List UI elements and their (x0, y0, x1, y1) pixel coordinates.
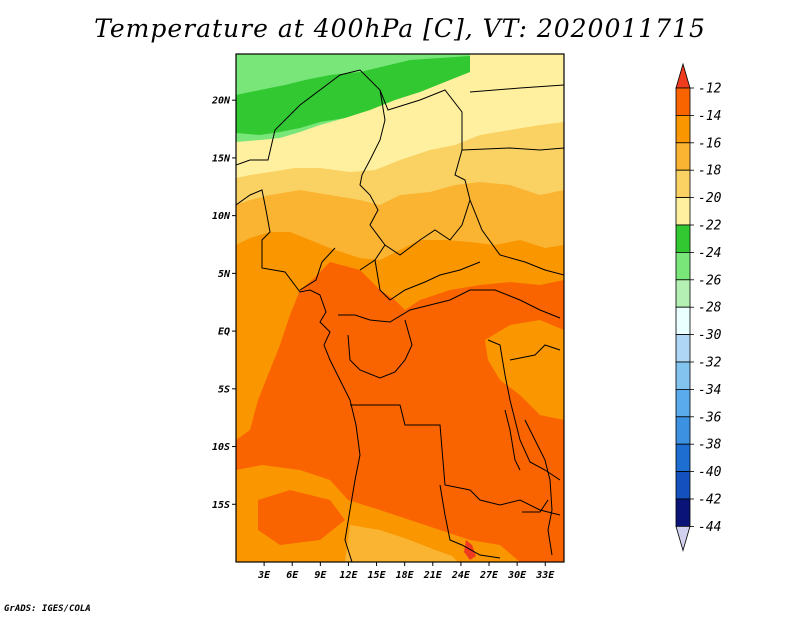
longitude-axis: 3E 6E 9E 12E 15E 18E 21E 24E 27E 30E 33E (257, 562, 555, 581)
colorbar-swatch (675, 142, 691, 171)
colorbar-label: -36 (698, 410, 722, 425)
colorbar-swatch (675, 361, 691, 390)
lon-tick-label: 6E (286, 570, 299, 581)
lat-tick-label: 5N (218, 269, 231, 280)
colorbar-label: -42 (698, 493, 722, 508)
colorbar-swatch (675, 306, 691, 336)
temperature-field (236, 54, 564, 562)
colorbar-swatch (675, 197, 691, 226)
colorbar-label: -38 (698, 438, 722, 453)
colorbar: -12 -14 -16 -18 -20 -22 -24 -26 -28 -30 -32 -34 -36 -… (675, 62, 722, 552)
lon-tick-label: 15E (368, 570, 387, 581)
lon-tick-label: 18E (396, 570, 415, 581)
colorbar-swatch (675, 443, 691, 473)
lon-tick-label: 21E (423, 570, 443, 581)
lat-tick-label: 15N (212, 153, 231, 164)
lon-tick-label: 33E (535, 570, 555, 581)
colorbar-label: -20 (698, 191, 722, 206)
lat-tick-label: 10S (212, 442, 230, 453)
lon-tick-label: 12E (339, 570, 358, 581)
colorbar-bottom-arrow (675, 526, 691, 552)
colorbar-label: -22 (698, 219, 722, 234)
zone-minus18-south (345, 525, 458, 562)
country-borders (236, 69, 564, 562)
colorbar-swatch (675, 87, 691, 116)
colorbar-label: -44 (698, 520, 721, 535)
colorbar-label: -24 (698, 246, 721, 261)
zone-minus16-east (485, 320, 564, 420)
colorbar-swatch (675, 279, 691, 308)
colorbar-label: -30 (698, 328, 722, 343)
colorbar-swatch (675, 471, 691, 500)
colorbar-label: -32 (698, 356, 722, 371)
lon-tick-label: 3E (257, 570, 271, 581)
lon-tick-label: 24E (451, 570, 471, 581)
chart-title: Temperature at 400hPa [C], VT: 202001171… (94, 14, 706, 43)
colorbar-swatch (675, 416, 691, 445)
colorbar-label: -26 (698, 273, 722, 288)
lat-tick-label: 10N (212, 211, 231, 222)
lat-tick-label: 15S (212, 500, 230, 511)
colorbar-label: -18 (698, 164, 722, 179)
lon-tick-label: 30E (507, 570, 527, 581)
colorbar-label: -28 (698, 301, 722, 316)
map-frame (235, 53, 565, 563)
colorbar-label: -12 (698, 82, 722, 97)
lon-tick-label: 27E (479, 570, 499, 581)
latitude-axis: 20N 15N 10N 5N EQ 5S 10S 15S (211, 96, 236, 511)
colorbar-swatch (675, 169, 691, 198)
lat-tick-label: EQ (218, 327, 230, 338)
colorbar-label: -34 (698, 383, 721, 398)
lat-tick-label: 20N (211, 96, 231, 107)
zone-minus24 (236, 56, 470, 135)
lat-tick-label: 5S (218, 384, 230, 395)
colorbar-label: -14 (698, 109, 721, 124)
colorbar-swatch (675, 498, 691, 527)
colorbar-label: -40 (698, 465, 722, 480)
colorbar-swatch (675, 115, 691, 144)
grads-credit: GrADS: IGES/COLA (4, 604, 91, 614)
colorbar-swatch (675, 251, 691, 281)
colorbar-swatch (675, 224, 691, 253)
lon-tick-label: 9E (314, 570, 327, 581)
colorbar-swatch (675, 334, 691, 363)
colorbar-top-arrow (675, 62, 691, 89)
colorbar-swatch (675, 388, 691, 418)
colorbar-label: -16 (698, 136, 722, 151)
zone-minus14-south (258, 490, 345, 545)
